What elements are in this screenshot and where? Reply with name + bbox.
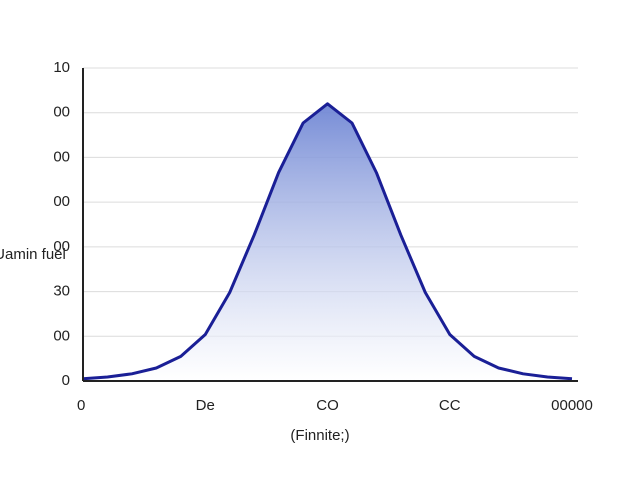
y-tick-label: 0: [62, 372, 70, 389]
curve: [82, 102, 573, 381]
y-axis-label: Uamin fuel: [0, 246, 66, 263]
y-tick-label: 00: [53, 148, 70, 165]
area-fill: [83, 103, 572, 382]
x-tick-label: CC: [439, 397, 461, 414]
x-tick-label: CO: [316, 397, 339, 414]
y-tick-label: 00: [53, 327, 70, 344]
x-tick-label: 0: [77, 397, 85, 414]
y-tick-label: 10: [53, 59, 70, 76]
y-tick-label: 00: [53, 193, 70, 210]
y-tick-label: 30: [53, 283, 70, 300]
y-tick-label: 00: [53, 238, 70, 255]
y-tick-label: 00: [53, 104, 70, 121]
x-axis-label: (Finnite;): [290, 427, 349, 444]
x-tick-label: De: [196, 397, 215, 414]
x-tick-label: 00000: [551, 397, 593, 414]
